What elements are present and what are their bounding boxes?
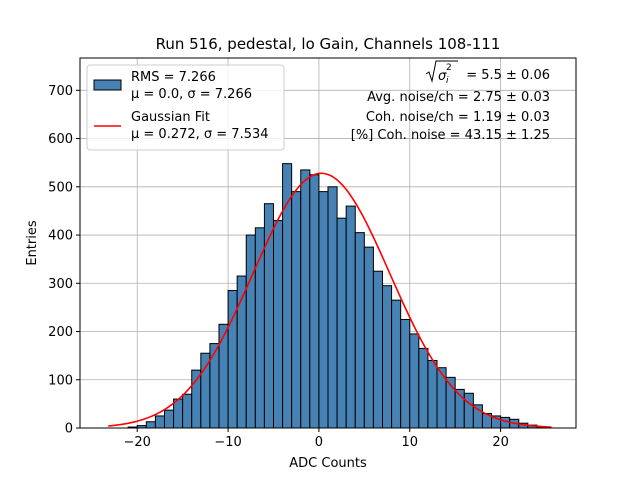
histogram-bar xyxy=(272,220,284,429)
histogram-bar xyxy=(300,169,311,429)
y-tick-label: 300 xyxy=(48,277,73,292)
y-axis-label: Entries xyxy=(25,220,40,266)
histogram-bar xyxy=(318,191,329,429)
histogram-bar xyxy=(418,347,429,429)
histogram-bar xyxy=(145,421,156,429)
avg-noise-text: Avg. noise/ch = 2.75 ± 0.03 xyxy=(367,90,550,105)
x-tick-label: −20 xyxy=(124,435,151,450)
y-tick-label: 500 xyxy=(48,180,73,195)
histogram-bar xyxy=(154,415,165,429)
gaussian-fit-line xyxy=(108,172,552,428)
histogram-bar xyxy=(345,205,356,429)
legend: RMS = 7.266 μ = 0.0, σ = 7.266 Gaussian … xyxy=(86,64,285,151)
histogram-bar xyxy=(163,409,175,429)
gaussian-fit-curve xyxy=(108,172,552,428)
x-tick-label: 10 xyxy=(401,435,418,450)
histogram-bar xyxy=(200,352,211,429)
histogram-bar xyxy=(309,174,320,429)
y-tick-label: 100 xyxy=(48,373,73,388)
histogram-bar xyxy=(327,186,338,429)
sigma-symbol: σ xyxy=(438,69,447,84)
chart-title: Run 516, pedestal, lo Gain, Channels 108… xyxy=(156,35,501,53)
sigma-superscript: 2 xyxy=(446,63,452,73)
x-axis-label: ADC Counts xyxy=(289,456,367,471)
legend-histogram-sublabel: μ = 0.0, σ = 7.266 xyxy=(131,87,252,102)
sqrt-symbol-icon xyxy=(425,60,458,83)
histogram-bar xyxy=(209,343,220,429)
legend-fit-label: Gaussian Fit xyxy=(131,110,210,125)
legend-box xyxy=(86,64,285,151)
x-axis-ticks: −20 −10 0 10 20 xyxy=(124,428,509,450)
y-axis-ticks: 0 100 200 300 400 500 600 700 xyxy=(48,84,80,437)
pct-coh-noise-text: [%] Coh. noise = 43.15 ± 1.25 xyxy=(351,128,550,143)
y-tick-label: 600 xyxy=(48,132,73,147)
histogram-bar xyxy=(336,217,347,429)
y-tick-label: 400 xyxy=(48,229,73,244)
sigma-subscript: i xyxy=(446,76,449,86)
x-tick-label: 20 xyxy=(492,435,509,450)
histogram-bar xyxy=(400,318,411,429)
noise-annotations: σ i 2 = 5.5 ± 0.06 Avg. noise/ch = 2.75 … xyxy=(351,60,550,143)
coh-noise-text: Coh. noise/ch = 1.19 ± 0.03 xyxy=(366,110,550,125)
histogram-bar xyxy=(427,359,438,429)
histogram-bar xyxy=(463,392,474,429)
histogram-bar xyxy=(363,246,374,429)
histogram-bar xyxy=(391,299,402,429)
histogram-bar xyxy=(372,270,384,429)
histogram-bar xyxy=(245,234,256,429)
histogram-bar xyxy=(382,285,393,429)
x-tick-label: −10 xyxy=(214,435,241,450)
histogram-bars xyxy=(127,163,547,429)
legend-histogram-swatch xyxy=(93,79,122,91)
y-tick-label: 700 xyxy=(48,84,73,99)
x-tick-label: 0 xyxy=(315,435,323,450)
histogram-bar xyxy=(182,393,193,429)
histogram-bar xyxy=(354,232,365,429)
y-tick-label: 200 xyxy=(48,325,73,340)
legend-histogram-label: RMS = 7.266 xyxy=(131,70,216,85)
histogram-bar xyxy=(472,404,483,429)
histogram-bar xyxy=(173,398,184,429)
sigma-i-value: = 5.5 ± 0.06 xyxy=(466,68,550,83)
histogram-bar xyxy=(218,323,229,429)
plot-frame xyxy=(79,57,577,429)
sigma-i-formula: σ i 2 = 5.5 ± 0.06 xyxy=(425,60,550,86)
legend-fit-sublabel: μ = 0.272, σ = 7.534 xyxy=(131,127,269,142)
histogram-bar xyxy=(409,333,420,429)
histogram-bar xyxy=(291,191,302,429)
y-tick-label: 0 xyxy=(65,422,73,437)
